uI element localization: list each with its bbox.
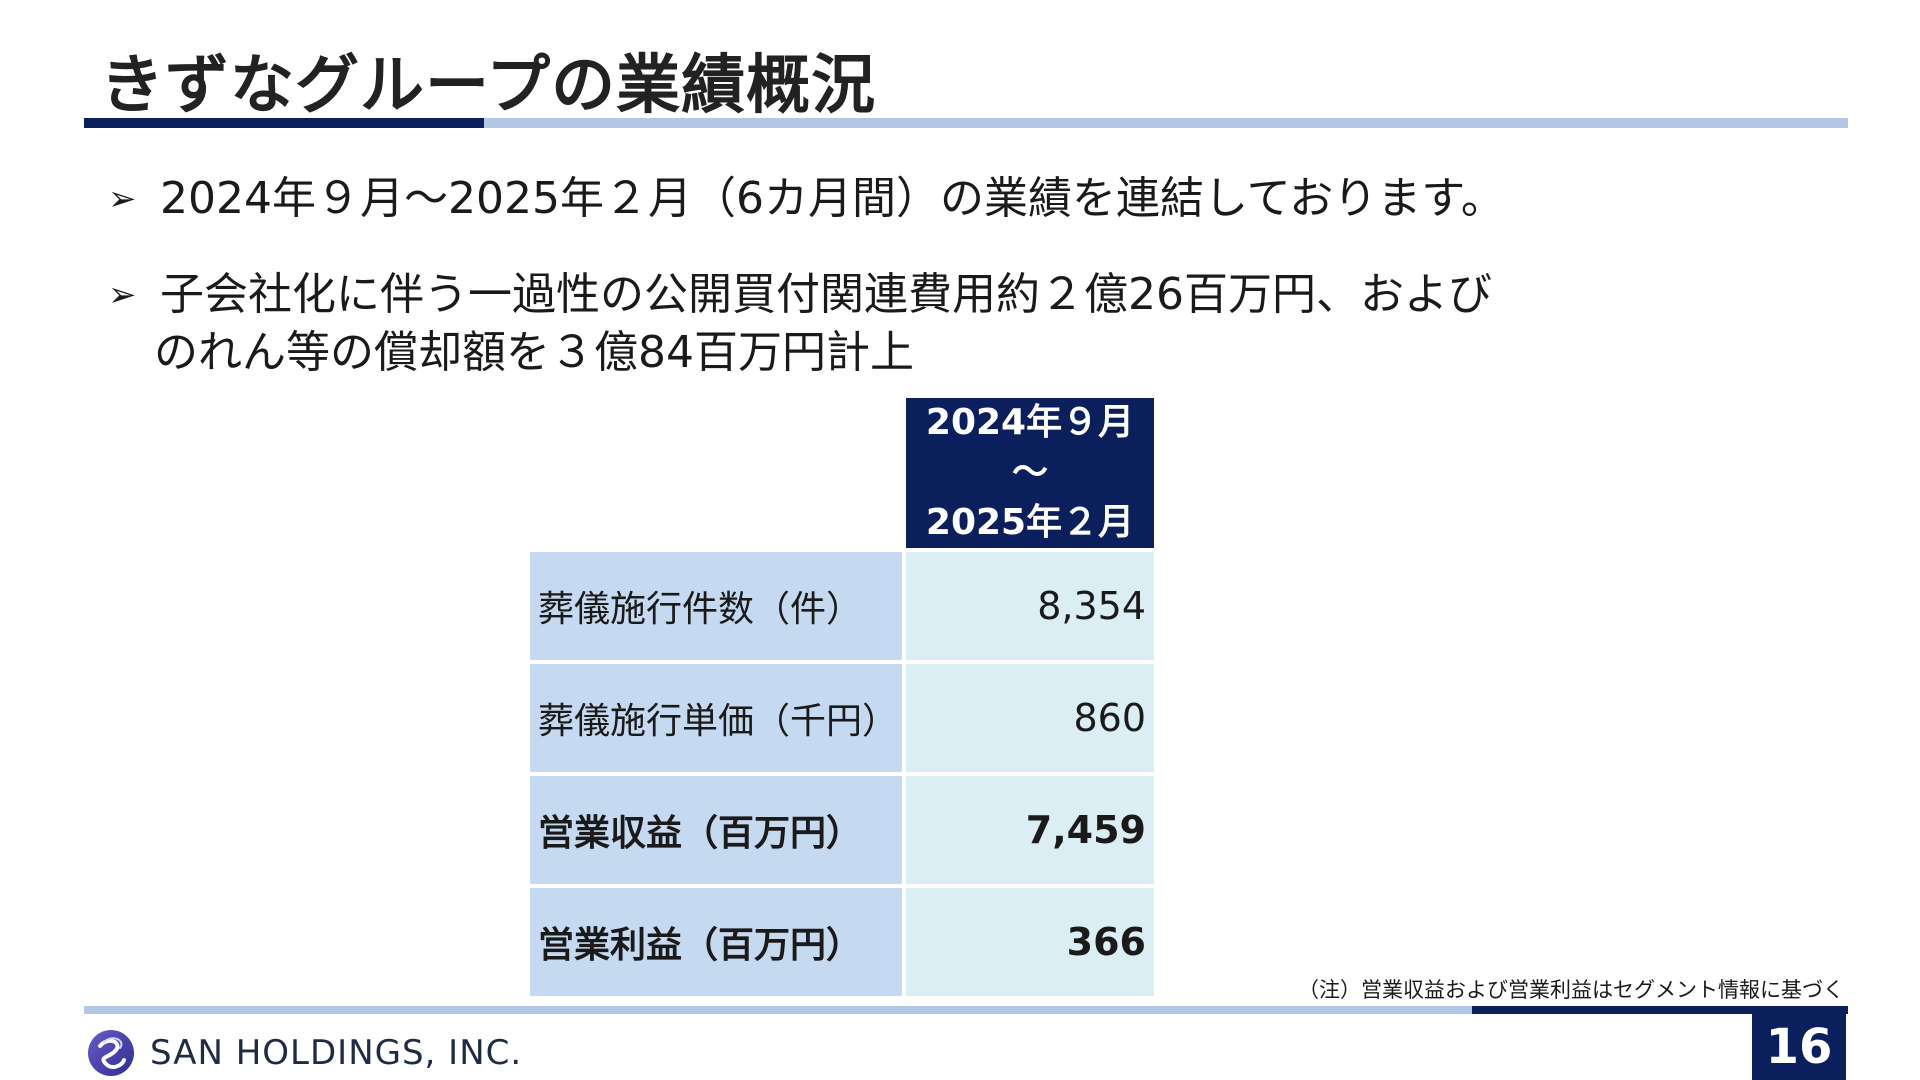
bullet-text-line2: のれん等の償却額を３億84百万円計上 [154,327,914,378]
title-underline-accent [84,118,484,128]
table-row: 営業収益（百万円） 7,459 [530,776,1154,884]
title-underline [84,118,1848,128]
company-logo-icon [88,1030,134,1076]
bullet-consolidation-period: ➢ 2024年９月～2025年２月（6カ月間）の業績を連結しております。 [108,170,1505,228]
row-value-funeral-count: 8,354 [906,552,1154,660]
bullet-one-time-costs: ➢ 子会社化に伴う一過性の公開買付関連費用約２億26百万円、および のれん等の償却… [108,266,1492,382]
table-row: 営業利益（百万円） 366 [530,888,1154,996]
footer-rule [84,1006,1848,1014]
table-row: 葬儀施行件数（件） 8,354 [530,552,1154,660]
row-value-unit-price: 860 [906,664,1154,772]
table-header-row: 2024年９月 ～ 2025年２月 [530,398,1154,548]
performance-table: 2024年９月 ～ 2025年２月 葬儀施行件数（件） 8,354 葬儀施行単価… [526,394,1158,1000]
row-value-operating-profit: 366 [906,888,1154,996]
table-row: 葬儀施行単価（千円） 860 [530,664,1154,772]
period-end: 2025年２月 [925,502,1135,543]
page-title: きずなグループの業績概況 [100,49,877,123]
table-period-header: 2024年９月 ～ 2025年２月 [906,398,1154,548]
row-label-operating-revenue: 営業収益（百万円） [530,776,902,884]
page-number: 16 [1752,1014,1846,1080]
row-label-funeral-count: 葬儀施行件数（件） [530,552,902,660]
period-start: 2024年９月 [925,402,1135,443]
row-value-operating-revenue: 7,459 [906,776,1154,884]
bullet-text: 2024年９月～2025年２月（6カ月間）の業績を連結しております。 [160,173,1505,224]
arrow-bullet-icon: ➢ [108,275,137,315]
company-name: SAN HOLDINGS, INC. [150,1033,523,1073]
table-header-blank [530,398,902,548]
period-separator: ～ [1011,452,1048,493]
bullet-text-line1: 子会社化に伴う一過性の公開買付関連費用約２億26百万円、および [160,269,1492,320]
arrow-bullet-icon: ➢ [108,179,137,219]
footer-rule-accent [1472,1006,1848,1014]
row-label-unit-price: 葬儀施行単価（千円） [530,664,902,772]
footnote: （注）営業収益および営業利益はセグメント情報に基づく [1298,978,1844,1002]
row-label-operating-profit: 営業利益（百万円） [530,888,902,996]
